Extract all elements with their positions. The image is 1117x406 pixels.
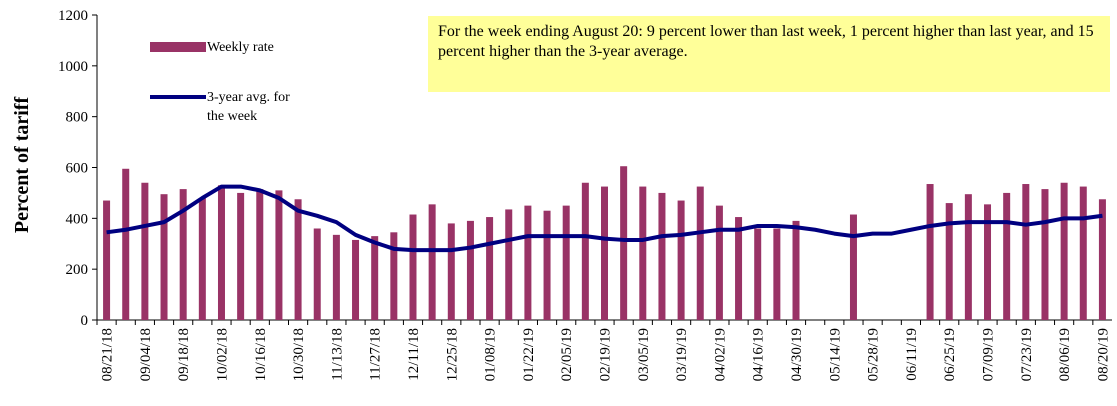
- bar: [505, 209, 513, 320]
- bar: [735, 217, 743, 320]
- x-tick-label: 03/05/19: [636, 328, 652, 381]
- y-tick-label: 800: [66, 110, 89, 126]
- bar: [1003, 192, 1011, 320]
- bar: [428, 204, 436, 320]
- bar: [1079, 186, 1087, 320]
- legend-label: Weekly rate: [207, 40, 274, 55]
- bar: [1060, 182, 1068, 320]
- x-tick-label: 05/14/19: [827, 328, 843, 381]
- bar: [984, 204, 992, 320]
- x-tick-label: 04/16/19: [751, 328, 767, 381]
- bar: [945, 203, 953, 320]
- bar: [1041, 189, 1049, 320]
- x-tick-label: 12/11/18: [406, 328, 422, 381]
- bar: [313, 228, 321, 320]
- bar: [543, 210, 551, 320]
- bar: [237, 192, 245, 320]
- bar: [256, 189, 264, 320]
- bar: [562, 205, 570, 320]
- x-tick-label: 01/08/19: [483, 328, 499, 381]
- x-tick-label: 10/02/18: [214, 328, 230, 381]
- annotation: For the week ending August 20: 9 percent…: [428, 16, 1110, 92]
- bar: [466, 220, 474, 320]
- y-tick-label: 400: [66, 211, 89, 227]
- bar: [390, 232, 398, 320]
- bar: [160, 194, 168, 320]
- bar: [639, 186, 647, 320]
- bar: [658, 192, 666, 320]
- bar: [926, 184, 934, 320]
- x-tick-label: 11/13/18: [329, 328, 345, 381]
- x-tick-label: 08/20/19: [1095, 328, 1111, 381]
- bar: [677, 200, 685, 320]
- x-tick-label: 05/28/19: [866, 328, 882, 381]
- bar: [849, 214, 857, 320]
- bar: [275, 190, 283, 320]
- bar: [179, 189, 187, 320]
- x-tick-label: 01/22/19: [521, 328, 537, 381]
- x-tick-label: 03/19/19: [674, 328, 690, 381]
- x-tick-label: 02/19/19: [598, 328, 614, 381]
- y-axis-title: Percent of tariff: [11, 97, 33, 234]
- x-tick-label: 12/25/18: [444, 328, 460, 381]
- bar: [332, 234, 340, 320]
- bar: [198, 198, 206, 320]
- bar: [715, 205, 723, 320]
- x-tick-label: 09/18/18: [176, 328, 192, 381]
- bar: [103, 200, 111, 320]
- bar: [601, 186, 608, 320]
- x-tick-label: 08/06/19: [1057, 328, 1073, 381]
- bar: [696, 186, 704, 320]
- bar: [294, 199, 302, 320]
- y-tick-label: 200: [66, 262, 89, 278]
- y-tick-label: 1200: [58, 8, 88, 24]
- x-tick-label: 07/23/19: [1019, 328, 1035, 381]
- x-tick-label: 10/30/18: [291, 328, 307, 381]
- x-tick-label: 08/21/18: [100, 328, 116, 381]
- legend-swatch: [150, 42, 206, 52]
- bar: [409, 214, 417, 320]
- legend-label: 3-year avg. for the week: [207, 90, 290, 124]
- bar: [620, 166, 628, 320]
- x-tick-label: 11/27/18: [368, 328, 384, 381]
- y-tick-label: 600: [66, 161, 89, 177]
- bar: [352, 239, 360, 320]
- bar: [1022, 184, 1030, 320]
- x-tick-label: 07/09/19: [981, 328, 997, 381]
- x-tick-label: 09/04/18: [138, 328, 154, 381]
- bar: [141, 182, 149, 320]
- x-tick-label: 02/05/19: [559, 328, 575, 381]
- x-tick-label: 04/02/19: [712, 328, 728, 381]
- bar: [447, 223, 455, 320]
- bar: [581, 182, 589, 320]
- bar: [371, 236, 379, 320]
- y-tick-label: 0: [81, 313, 89, 329]
- bar: [486, 217, 494, 320]
- x-tick-label: 06/11/19: [904, 328, 920, 381]
- bar: [217, 185, 225, 320]
- x-tick-label: 04/30/19: [789, 328, 805, 381]
- x-tick-label: 10/16/18: [253, 328, 269, 381]
- line: [106, 184, 1103, 253]
- bar: [754, 228, 762, 320]
- bar: [1098, 199, 1106, 320]
- bar: [964, 194, 972, 320]
- bar: [773, 228, 781, 320]
- x-tick-label: 06/25/19: [942, 328, 958, 381]
- bar: [122, 168, 130, 320]
- bar: [524, 205, 532, 320]
- bar: [792, 220, 800, 320]
- y-tick-label: 1000: [58, 59, 88, 75]
